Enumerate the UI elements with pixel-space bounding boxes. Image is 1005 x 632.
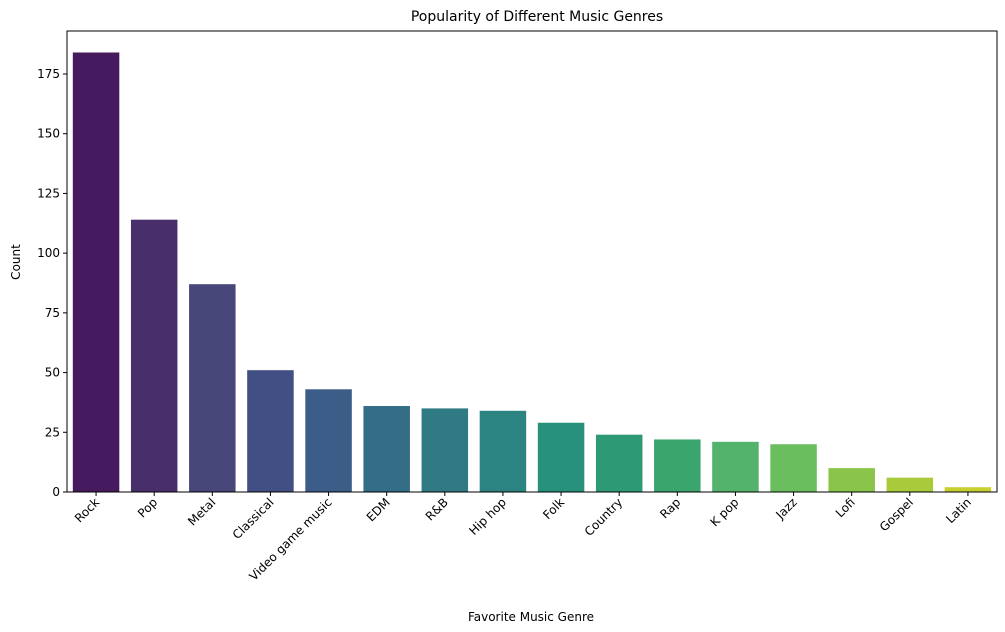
x-tick-label: Metal — [185, 495, 218, 528]
y-tick-label: 150 — [37, 127, 60, 141]
y-tick-label: 50 — [45, 366, 60, 380]
bar-lofi — [828, 468, 875, 492]
bar-folk — [537, 422, 585, 492]
y-axis-title: Count — [9, 244, 23, 280]
bar-classical — [247, 370, 294, 492]
x-tick-label: Latin — [943, 495, 974, 526]
bar-rock — [72, 52, 120, 493]
bar-hip-hop — [479, 410, 527, 492]
y-tick-label: 175 — [37, 67, 60, 81]
bar-video-game-music — [305, 389, 352, 492]
chart-title: Popularity of Different Music Genres — [411, 9, 663, 25]
y-tick-label: 25 — [45, 425, 60, 439]
bar-edm — [363, 406, 410, 492]
y-tick-label: 125 — [37, 186, 60, 200]
x-tick-label: Country — [582, 495, 626, 539]
x-tick-label: EDM — [364, 495, 393, 524]
x-tick-label: Folk — [540, 495, 567, 522]
bar-k-pop — [712, 441, 759, 492]
bar-metal — [189, 284, 236, 492]
x-tick-label: Rock — [72, 495, 102, 525]
bars-group — [72, 52, 992, 493]
y-tick-label: 75 — [45, 306, 60, 320]
y-axis: 0 25 50 75 100 125 150 175 — [37, 67, 67, 499]
y-tick-label: 0 — [52, 485, 60, 499]
x-tick-label: Pop — [135, 495, 160, 520]
bar-rap — [654, 439, 701, 492]
x-tick-label: R&B — [423, 495, 451, 523]
x-tick-label: Jazz — [772, 495, 799, 522]
x-tick-label: Gospel — [877, 495, 916, 534]
plot-frame — [66, 30, 998, 493]
bar-r-b — [421, 408, 469, 492]
bar-gospel — [886, 477, 934, 492]
x-tick-label: Rap — [657, 495, 683, 521]
x-tick-label: Hip hop — [466, 495, 509, 538]
x-axis-title: Favorite Music Genre — [468, 610, 594, 624]
bar-country — [595, 434, 643, 492]
x-tick-label: Lofi — [833, 495, 858, 520]
x-tick-label: Classical — [230, 495, 277, 542]
bar-latin — [944, 487, 992, 492]
bar-jazz — [770, 444, 817, 492]
x-tick-label: K pop — [707, 495, 741, 529]
y-tick-label: 100 — [37, 246, 60, 260]
bar-pop — [130, 219, 178, 493]
